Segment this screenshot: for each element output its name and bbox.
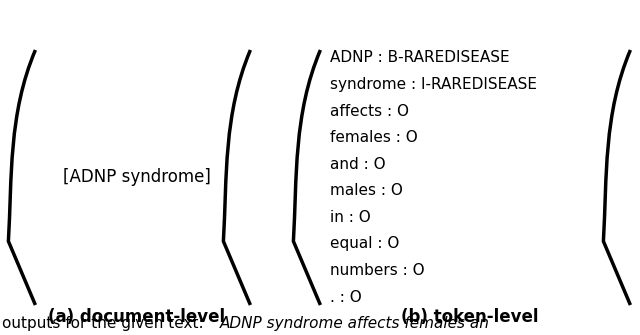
Text: ADNP : B-RAREDISEASE: ADNP : B-RAREDISEASE	[330, 51, 509, 66]
Text: (a) document-level: (a) document-level	[49, 308, 225, 326]
Text: [ADNP syndrome]: [ADNP syndrome]	[63, 169, 211, 187]
Text: and : O: and : O	[330, 157, 386, 172]
Text: females : O: females : O	[330, 130, 418, 145]
Text: outputs for the given text:: outputs for the given text:	[2, 316, 209, 331]
Text: syndrome : I-RAREDISEASE: syndrome : I-RAREDISEASE	[330, 77, 537, 92]
Text: (b) token-level: (b) token-level	[401, 308, 539, 326]
Text: equal : O: equal : O	[330, 237, 399, 251]
Text: affects : O: affects : O	[330, 104, 409, 119]
Text: males : O: males : O	[330, 183, 403, 198]
Text: numbers : O: numbers : O	[330, 263, 424, 278]
Text: ADNP syndrome affects females an: ADNP syndrome affects females an	[220, 316, 490, 331]
Text: in : O: in : O	[330, 210, 371, 225]
Text: . : O: . : O	[330, 289, 362, 305]
